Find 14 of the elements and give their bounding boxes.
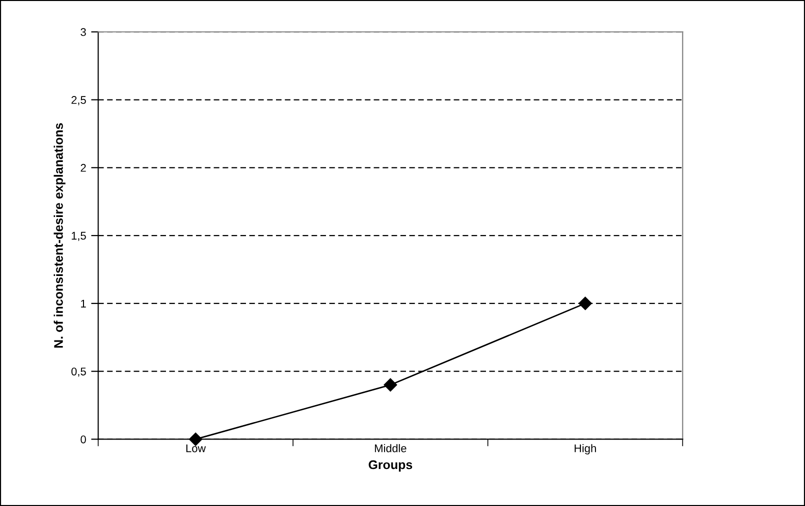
x-tick-label: Middle bbox=[374, 444, 406, 452]
point bbox=[578, 296, 592, 310]
y-tick-label: 0,5 bbox=[71, 368, 86, 377]
y-tick-label: 2,5 bbox=[72, 96, 86, 106]
point bbox=[384, 378, 398, 392]
y-tick-label: 0 bbox=[80, 435, 86, 444]
y-tick-label: 2 bbox=[80, 164, 86, 172]
x-axis-title: Groups bbox=[368, 460, 412, 472]
x-tick-label: Low bbox=[186, 444, 206, 452]
y-tick-label: 3 bbox=[80, 28, 86, 36]
y-tick-label: 1,5 bbox=[72, 232, 86, 241]
y-tick-label: 1 bbox=[81, 300, 86, 308]
y-axis-title: N. of inconsistent-desire explanations bbox=[54, 123, 66, 348]
x-tick-label: High bbox=[574, 444, 596, 454]
